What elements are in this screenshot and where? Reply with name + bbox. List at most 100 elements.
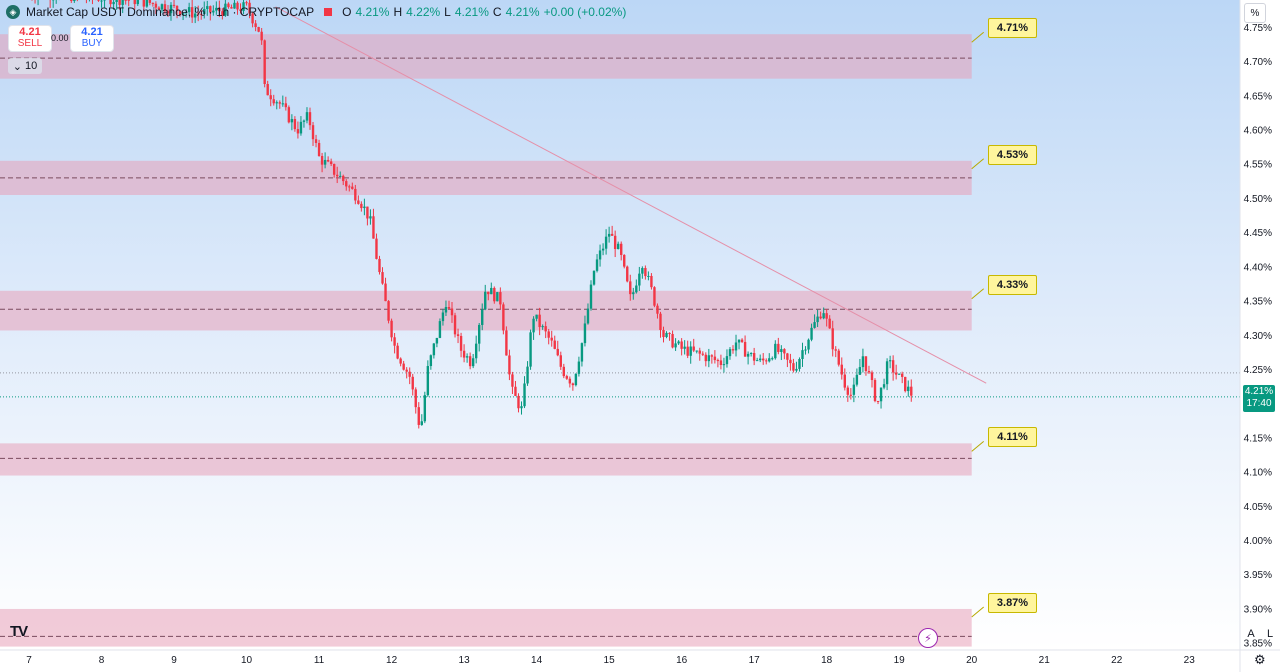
candle-body-111 [363,206,366,209]
level-label-0[interactable]: 4.71% [988,18,1037,39]
candle-body-152 [487,291,490,295]
candle-body-165 [526,366,529,384]
candle-body-254 [795,368,798,371]
bolt-icon[interactable]: ⚡ [918,628,938,648]
candle-body-221 [695,350,698,352]
candle-body-223 [701,353,704,355]
level-label-2[interactable]: 4.33% [988,274,1037,295]
candle-body-277 [864,356,868,372]
indicators-toggle-button[interactable]: ⌄ 10 [8,58,42,74]
candle-body-85 [284,103,288,108]
y-tick-17: 3.90% [1244,604,1272,615]
candle-body-15 [73,0,76,1]
candle-body-212 [668,332,671,335]
candle-body-232 [728,349,732,357]
candle-body-228 [716,360,720,362]
candle-body-124 [402,363,405,370]
candle-body-47 [169,4,173,14]
candle-body-58 [203,9,206,14]
sell-button[interactable]: 4.21 SELL [8,25,52,52]
zone-label-pointer-1 [971,158,985,170]
candle-body-218 [686,346,689,356]
candle-body-200 [632,292,635,295]
time-axis: 7 8 9 10 11 12 13 14 15 16 17 18 19 20 21 22 23 [26,655,1195,666]
candle-body-164 [523,383,526,407]
level-label-1[interactable]: 4.53% [988,144,1037,165]
candle-body-209 [659,313,662,330]
level-label-3[interactable]: 4.11% [988,427,1037,448]
candle-body-177 [562,366,566,377]
candle-body-174 [553,340,556,349]
candle-body-251 [786,353,789,360]
candle-body-128 [414,389,417,408]
candle-body-226 [710,355,714,357]
market-status-icon[interactable] [324,8,333,16]
candle-body-42 [154,3,158,8]
candle-body-72 [245,2,248,4]
candle-body-150 [481,309,484,325]
candle-body-253 [792,363,795,371]
candle-body-176 [559,355,562,367]
log-scale-button[interactable]: L [1266,628,1274,640]
price-axis-panel[interactable] [1240,0,1280,650]
candle-body-125 [405,369,408,372]
candle-body-247 [774,343,777,359]
candle-body-190 [601,248,605,251]
x-tick-1: 8 [99,655,105,666]
candle-body-145 [465,356,469,358]
x-tick-4: 11 [314,655,325,666]
candle-body-55 [193,13,197,18]
y-tick-18: 3.85% [1244,639,1272,650]
tradingview-logo[interactable]: TV [10,623,28,640]
candle-body-126 [408,371,411,377]
candle-body-114 [372,216,375,239]
candle-body-60 [209,6,212,13]
candle-body-160 [511,374,514,387]
candle-body-288 [897,373,901,375]
candle-body-139 [447,307,451,309]
candle-body-89 [296,129,300,134]
candle-body-284 [885,361,889,385]
candle-body-56 [197,13,200,15]
candle-body-227 [713,356,717,361]
candle-body-138 [444,307,448,313]
candle-body-262 [819,316,822,319]
gear-icon[interactable]: ⚙ [1254,652,1266,667]
candle-body-123 [399,358,402,364]
candle-body-87 [290,119,294,123]
candle-body-266 [831,328,834,350]
buy-button[interactable]: 4.21 BUY [70,25,114,52]
auto-scale-button[interactable]: A [1247,628,1255,640]
candle-body-157 [502,304,505,331]
candle-body-210 [662,329,665,338]
candle-body-187 [592,270,596,285]
candle-body-242 [758,358,762,361]
candle-body-97 [320,156,324,165]
candle-body-118 [384,283,387,302]
candle-body-186 [589,284,593,309]
symbol-title[interactable]: Market Cap USDT Dominance, % · 1h · CRYP… [26,5,315,19]
candle-body-206 [650,275,653,288]
candle-body-127 [411,376,414,390]
candle-body-33 [127,0,130,1]
logo-icon[interactable]: ◈ [6,5,20,19]
candle-body-258 [807,339,810,350]
candle-body-24 [100,0,103,2]
candle-body-27 [109,0,112,5]
time-axis-panel[interactable] [0,650,1240,672]
candle-body-71 [242,2,245,11]
candle-body-202 [638,273,641,286]
level-label-4[interactable]: 3.87% [988,592,1037,613]
candle-body-51 [181,13,185,16]
candle-body-194 [613,235,617,250]
candle-body-234 [734,342,738,351]
candle-body-68 [233,2,236,9]
candle-body-86 [287,107,291,123]
candle-body-245 [768,358,771,362]
candle-body-105 [345,181,348,187]
y-tick-9: 4.30% [1244,331,1272,342]
candle-body-181 [574,373,578,386]
candle-body-57 [200,13,203,15]
scale-mode-button[interactable]: % [1244,3,1266,23]
